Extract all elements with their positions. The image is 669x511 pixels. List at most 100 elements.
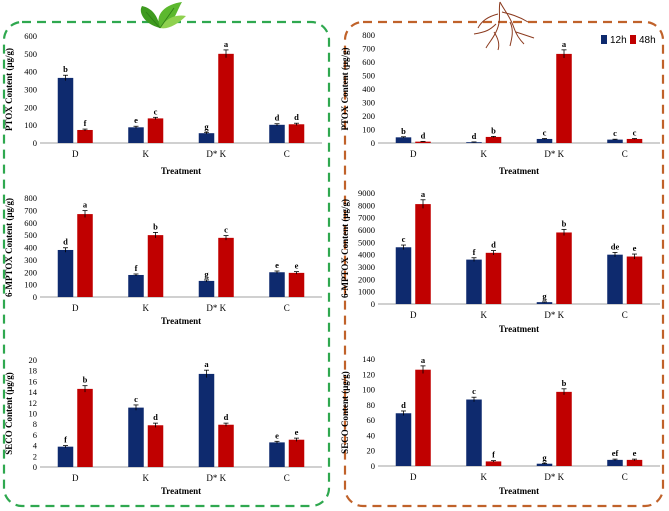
significance-letter: c: [472, 386, 476, 396]
x-tick-label: K: [481, 472, 488, 482]
bar-12h-C: [607, 139, 623, 143]
significance-letter: e: [295, 261, 299, 271]
x-tick-label: D: [410, 310, 417, 320]
x-tick-label: D* K: [206, 473, 226, 483]
significance-letter: b: [63, 64, 68, 74]
bar-48h-K: [147, 425, 164, 467]
bar-48h-D* K: [218, 53, 234, 144]
bar-12h-D: [395, 137, 412, 143]
significance-letter: b: [401, 126, 406, 136]
bar-12h-C: [269, 272, 285, 297]
y-tick-label: 600: [24, 218, 37, 228]
x-axis-title: Treatment: [499, 166, 539, 176]
bar-12h-K: [466, 399, 482, 466]
y-tick-label: 7000: [358, 213, 375, 223]
significance-letter: c: [134, 394, 138, 404]
y-tick-label: 400: [24, 67, 37, 77]
bar-12h-D: [57, 249, 74, 297]
significance-letter: d: [421, 130, 426, 140]
significance-letter: d: [63, 237, 68, 247]
x-tick-label: D: [72, 303, 79, 313]
y-tick-label: 100: [24, 120, 37, 130]
bar-48h-K: [147, 235, 164, 297]
bar-48h-C: [288, 439, 305, 467]
bar-48h-D: [415, 204, 431, 304]
y-tick-label: 800: [24, 193, 37, 203]
bar-48h-D: [415, 141, 431, 143]
x-tick-label: K: [481, 149, 488, 159]
bar-48h-D: [415, 369, 431, 466]
bar-48h-C: [626, 138, 643, 143]
significance-letter: f: [64, 435, 67, 445]
bar-12h-K: [128, 407, 144, 467]
bar-48h-K: [485, 136, 502, 143]
x-tick-label: D: [410, 149, 417, 159]
y-tick-label: 700: [24, 205, 37, 215]
y-axis-title: PTOX Content (μg/g): [340, 48, 350, 131]
y-tick-label: 12: [29, 398, 38, 408]
y-tick-label: 300: [362, 98, 375, 108]
y-tick-label: 20: [29, 355, 38, 365]
bar-12h-K: [466, 259, 482, 304]
x-tick-label: C: [622, 310, 628, 320]
x-axis-title: Treatment: [499, 324, 539, 334]
significance-letter: b: [83, 375, 88, 385]
x-axis-title: Treatment: [499, 486, 539, 496]
bar-12h-C: [269, 442, 285, 467]
x-tick-label: K: [143, 473, 150, 483]
y-tick-label: 60: [367, 415, 376, 425]
bar-12h-K: [128, 127, 144, 143]
bar-12h-D* K: [198, 373, 215, 467]
bar-12h-D* K: [536, 302, 553, 304]
bar-12h-D* K: [536, 138, 553, 143]
bar-12h-D: [395, 247, 412, 304]
y-tick-label: 1000: [358, 287, 375, 297]
x-tick-label: K: [143, 149, 150, 159]
y-tick-label: 14: [29, 387, 38, 397]
y-tick-label: 0: [371, 299, 375, 309]
x-tick-label: D* K: [206, 149, 226, 159]
bar-48h-K: [485, 461, 502, 466]
significance-letter: a: [421, 189, 426, 199]
significance-letter: c: [154, 106, 158, 116]
significance-letter: d: [224, 412, 229, 422]
significance-letter: a: [204, 359, 209, 369]
y-tick-label: 6: [33, 430, 37, 440]
root-panel-frame: [343, 20, 665, 508]
significance-letter: e: [295, 427, 299, 437]
bar-48h-D* K: [556, 53, 572, 143]
bar-48h-D: [77, 129, 93, 143]
y-tick-label: 800: [362, 30, 375, 40]
significance-letter: f: [473, 247, 476, 257]
significance-letter: f: [84, 118, 87, 128]
significance-letter: a: [421, 355, 426, 365]
legend-label-12h: 12h: [610, 35, 627, 46]
bar-48h-D* K: [556, 232, 572, 304]
y-tick-label: 400: [362, 84, 375, 94]
y-tick-label: 200: [362, 111, 375, 121]
x-tick-label: D: [72, 473, 79, 483]
significance-letter: e: [633, 448, 637, 458]
significance-letter: b: [562, 218, 567, 228]
bar-12h-K: [128, 274, 144, 297]
y-tick-label: 9000: [358, 188, 375, 198]
x-tick-label: D: [72, 149, 79, 159]
x-axis-title: Treatment: [161, 166, 201, 176]
significance-letter: d: [294, 112, 299, 122]
x-tick-label: D* K: [206, 303, 226, 313]
x-tick-label: K: [481, 310, 488, 320]
significance-letter: c: [633, 128, 637, 138]
y-tick-label: 3000: [358, 262, 375, 272]
x-tick-label: C: [622, 472, 628, 482]
y-axis-title: SECO Content (μg/g): [4, 372, 14, 455]
significance-letter: a: [562, 39, 567, 49]
y-tick-label: 0: [33, 462, 37, 472]
bar-12h-D: [395, 413, 412, 466]
y-tick-label: 4000: [358, 250, 375, 260]
x-tick-label: D* K: [544, 472, 564, 482]
y-tick-label: 300: [24, 85, 37, 95]
y-tick-label: 4: [33, 441, 38, 451]
significance-letter: d: [275, 113, 280, 123]
chart-6: 0 20 40 60 80 100 120 140 d a Dc f Kg b D* K ef e C Treatm…: [340, 354, 660, 496]
